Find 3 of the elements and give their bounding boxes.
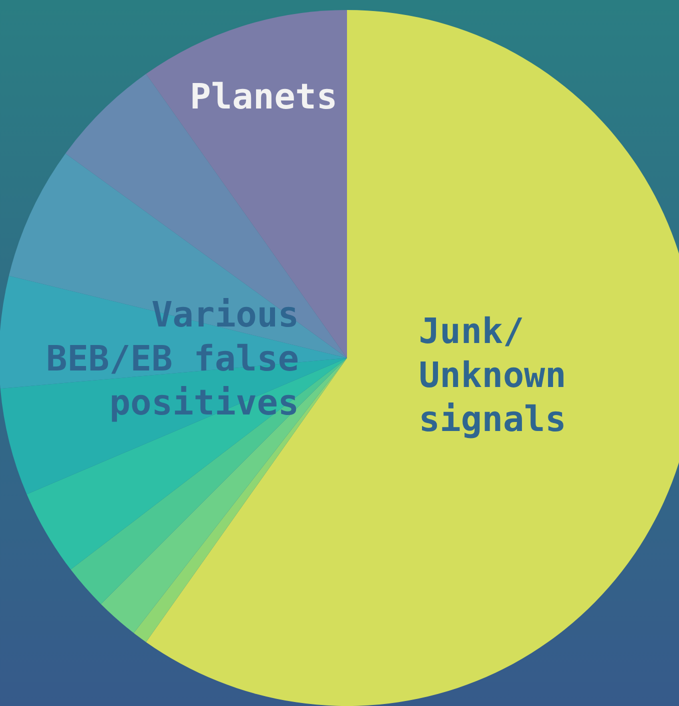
slice-label: Junk/ Unknown signals [418,312,566,440]
slice-label: Planets [190,77,338,118]
text: Various BEB/EB false positives [46,295,299,424]
